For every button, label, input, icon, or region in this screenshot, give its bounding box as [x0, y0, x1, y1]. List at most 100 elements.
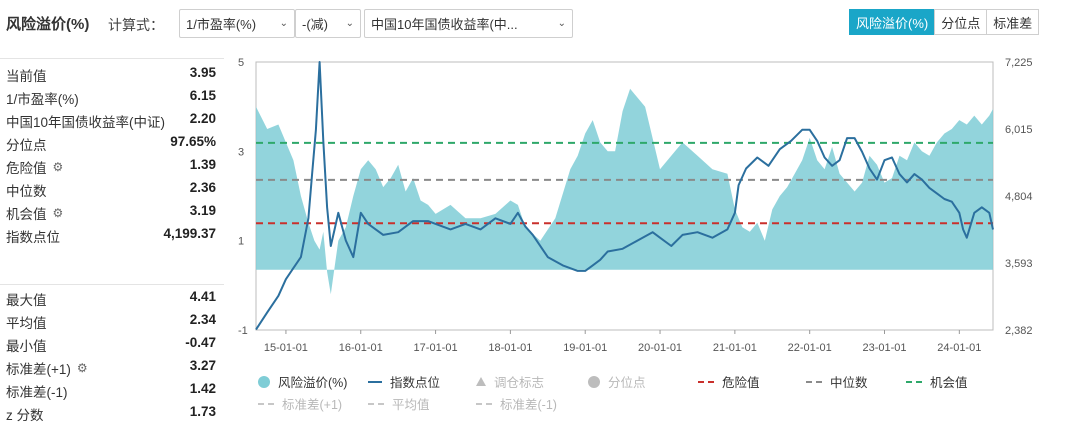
- stat-value: 1.73: [189, 404, 216, 419]
- stat-std-plus: 标准差(+1) ⚙ 3.27: [0, 355, 224, 377]
- legend-item[interactable]: 危险值: [698, 372, 760, 391]
- indicator-title: 风险溢价(%): [6, 16, 90, 33]
- stat-label: 机会值: [6, 207, 47, 222]
- x-tick-label: 20-01-01: [638, 342, 682, 354]
- stat-label: 危险值: [6, 161, 47, 176]
- chevron-down-icon: ⌄: [279, 18, 288, 29]
- y-left-tick-label: -1: [238, 325, 248, 337]
- gear-icon[interactable]: ⚙: [52, 206, 64, 220]
- stat-index-level: 指数点位 4,199.37: [0, 223, 224, 245]
- legend-label: 风险溢价(%): [278, 376, 348, 390]
- operator-select[interactable]: -(减) ⌄: [295, 9, 361, 38]
- x-tick-label: 15-01-01: [264, 342, 308, 354]
- y-left-tick-label: 5: [238, 57, 244, 69]
- stat-value: 3.95: [189, 65, 216, 80]
- stat-percentile: 分位点 97.65%: [0, 131, 224, 153]
- divider: [0, 58, 224, 59]
- denominator-select-value: 中国10年国债收益率(中...: [371, 17, 518, 32]
- x-tick-label: 22-01-01: [788, 342, 832, 354]
- legend-dash-icon: [906, 380, 922, 383]
- stat-label: z 分数: [6, 408, 44, 423]
- legend-label: 机会值: [930, 376, 968, 390]
- legend-dash-icon: [806, 380, 822, 383]
- gear-icon[interactable]: ⚙: [52, 160, 64, 174]
- legend-item[interactable]: 平均值: [368, 394, 430, 413]
- stat-value: 1.42: [189, 381, 216, 396]
- tab-std-dev[interactable]: 标准差: [986, 9, 1040, 35]
- y-right-tick-label: 6,015: [1005, 124, 1033, 136]
- stat-label: 中国10年国债收益率(中证): [6, 115, 166, 130]
- y-right-tick-label: 7,225: [1005, 57, 1033, 69]
- legend-label: 中位数: [830, 376, 868, 390]
- stat-value: 2.36: [189, 180, 216, 195]
- stat-label-wrap: 危险值 ⚙: [6, 157, 63, 177]
- denominator-select[interactable]: 中国10年国债收益率(中... ⌄: [364, 9, 573, 38]
- formula-label: 计算式：: [108, 17, 164, 33]
- numerator-select-value: 1/市盈率(%): [186, 17, 257, 32]
- chevron-down-icon: ⌄: [345, 18, 354, 29]
- stat-label: 当前值: [6, 69, 47, 84]
- legend-label: 标准差(+1): [282, 398, 343, 412]
- risk-premium-area: [256, 88, 993, 295]
- chart-legend: 风险溢价(%) 指数点位 调仓标志 分位点 危险值 中位数 机会值标准差(+1) 平均值 标准差…: [258, 370, 1058, 426]
- chevron-down-icon: ⌄: [557, 18, 566, 29]
- stat-bond-yield: 中国10年国债收益率(中证) 2.20: [0, 108, 224, 130]
- x-tick-label: 24-01-01: [937, 342, 981, 354]
- stat-value: 4.41: [189, 289, 216, 304]
- y-right-tick-label: 3,593: [1005, 258, 1033, 270]
- tab-percentile[interactable]: 分位点: [934, 9, 988, 35]
- gear-icon[interactable]: ⚙: [76, 361, 88, 375]
- stat-label-wrap: 标准差(+1) ⚙: [6, 358, 88, 378]
- x-tick-label: 18-01-01: [488, 342, 532, 354]
- risk-premium-chart[interactable]: -1 1 3 5 2,382 3,593 4,804 6,015 7,225 15-01-01 16…: [228, 52, 1058, 362]
- x-tick-label: 19-01-01: [563, 342, 607, 354]
- stat-value: 1.39: [189, 157, 216, 172]
- stat-label: 分位点: [6, 138, 47, 153]
- stat-label: 1/市盈率(%): [6, 92, 79, 107]
- legend-label: 调仓标志: [494, 376, 545, 390]
- legend-dot-icon: [258, 375, 270, 388]
- legend-dash-icon: [368, 402, 384, 405]
- legend-label: 危险值: [722, 376, 760, 390]
- y-right-tick-label: 4,804: [1005, 191, 1033, 203]
- stat-label: 标准差(+1): [6, 362, 71, 377]
- legend-label: 平均值: [392, 398, 430, 412]
- legend-label: 标准差(-1): [500, 398, 557, 412]
- x-tick-label: 17-01-01: [414, 342, 458, 354]
- legend-dash-icon: [258, 402, 274, 405]
- stat-mean: 平均值 2.34: [0, 309, 224, 331]
- y-left-tick-label: 1: [238, 236, 244, 248]
- view-tabs: 风险溢价(%) 分位点 标准差: [849, 9, 1040, 35]
- x-tick-label: 23-01-01: [862, 342, 906, 354]
- legend-label: 指数点位: [390, 376, 441, 390]
- y-right-tick-label: 2,382: [1005, 325, 1033, 337]
- legend-triangle-icon: [476, 377, 486, 386]
- tab-risk-premium[interactable]: 风险溢价(%): [849, 9, 936, 35]
- stat-z-score: z 分数 1.73: [0, 401, 224, 423]
- legend-dot-icon: [588, 375, 600, 388]
- stat-value: 3.19: [189, 203, 216, 218]
- legend-item[interactable]: 中位数: [806, 372, 868, 391]
- stat-label-wrap: 机会值 ⚙: [6, 203, 63, 223]
- stat-label: 指数点位: [6, 230, 60, 245]
- legend-item[interactable]: 风险溢价(%): [258, 372, 347, 391]
- y-left-tick-label: 3: [238, 146, 244, 158]
- legend-item[interactable]: 机会值: [906, 372, 968, 391]
- legend-item[interactable]: 标准差(-1): [476, 394, 557, 413]
- numerator-select[interactable]: 1/市盈率(%) ⌄: [179, 9, 295, 38]
- stat-label: 中位数: [6, 184, 47, 199]
- legend-dash-icon: [698, 380, 714, 383]
- legend-item[interactable]: 指数点位: [368, 372, 440, 391]
- divider: [0, 284, 224, 285]
- stat-value: 6.15: [189, 88, 216, 103]
- x-tick-label: 16-01-01: [339, 342, 383, 354]
- stat-value: -0.47: [185, 335, 216, 350]
- stat-std-minus: 标准差(-1) 1.42: [0, 378, 224, 400]
- stat-min: 最小值 -0.47: [0, 332, 224, 354]
- legend-item[interactable]: 分位点: [588, 372, 646, 391]
- legend-item[interactable]: 调仓标志: [476, 372, 544, 391]
- stat-label: 最大值: [6, 293, 47, 308]
- stat-danger-value: 危险值 ⚙ 1.39: [0, 154, 224, 176]
- legend-item[interactable]: 标准差(+1): [258, 394, 342, 413]
- stat-label: 标准差(-1): [6, 385, 68, 400]
